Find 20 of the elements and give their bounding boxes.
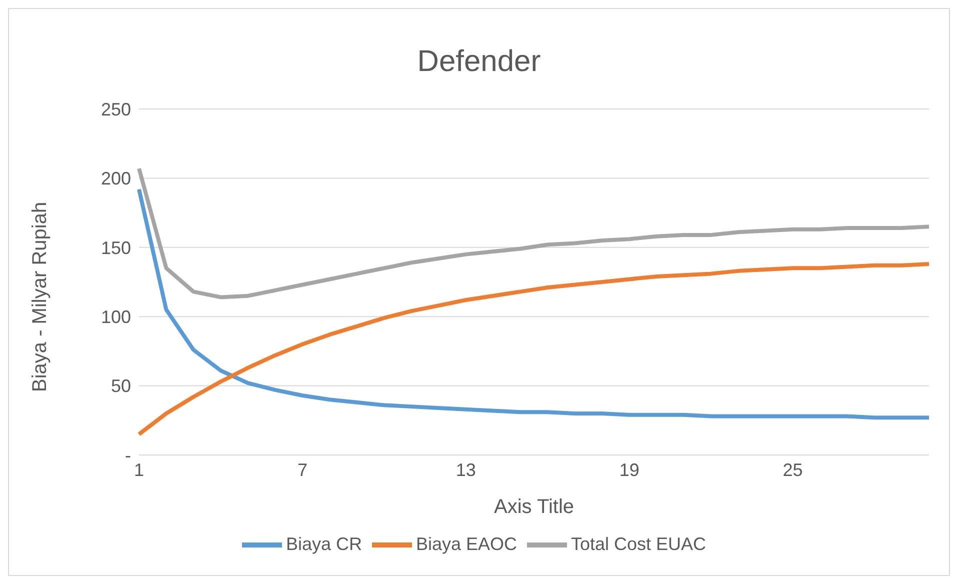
line-series: [137, 187, 931, 420]
x-axis-title: Axis Title: [494, 496, 574, 518]
legend-label: Total Cost EUAC: [571, 534, 706, 554]
legend-label: Biaya CR: [286, 534, 362, 554]
x-tick-label: 19: [619, 460, 640, 480]
y-tick-label: 200: [100, 168, 131, 189]
chart-title: Defender: [416, 45, 542, 79]
y-tick-label: 150: [100, 238, 131, 258]
line-series: [137, 262, 931, 436]
y-axis-title: Biaya - Milyar Rupiah: [29, 202, 52, 392]
y-tick-label: 50: [110, 376, 131, 396]
x-tick-label: 1: [134, 460, 144, 480]
line-series: [137, 166, 931, 300]
y-tick-label: 100: [100, 306, 131, 327]
x-tick-label: 7: [297, 460, 308, 480]
x-tick-label: 25: [782, 460, 803, 480]
legend-label: Biaya EAOC: [416, 534, 518, 554]
x-tick-label: 13: [456, 460, 476, 480]
y-tick-label: 250: [100, 99, 131, 120]
y-tick-label: -: [125, 445, 131, 466]
